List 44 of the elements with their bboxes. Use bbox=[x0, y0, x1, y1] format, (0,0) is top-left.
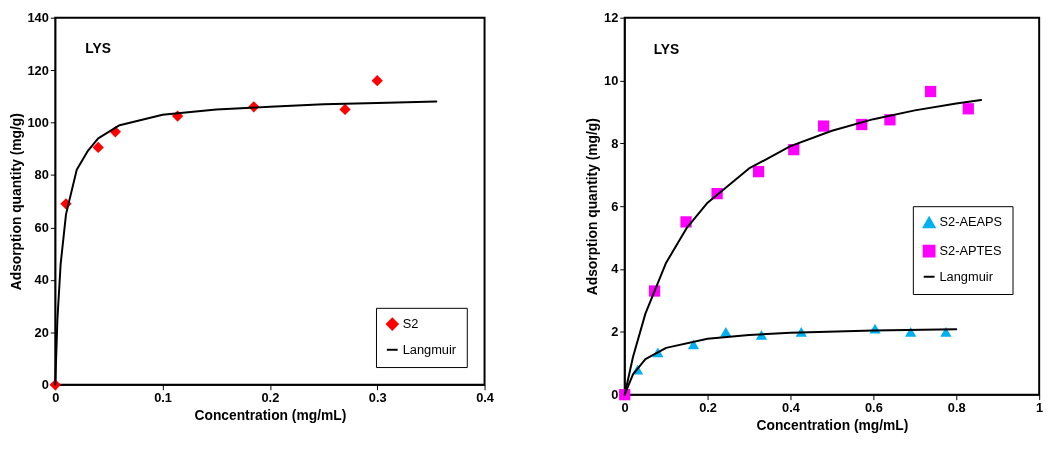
x-tick-label: 1 bbox=[1036, 399, 1044, 415]
annotation: LYS bbox=[653, 40, 680, 57]
point bbox=[924, 85, 937, 98]
y-tick-label: 140 bbox=[27, 10, 49, 26]
x-tick-label: 0.3 bbox=[368, 390, 387, 406]
y-tick-label: 12 bbox=[604, 10, 619, 26]
y-tick-label: 20 bbox=[34, 324, 49, 340]
y-tick-label: 4 bbox=[611, 261, 620, 277]
x-tick-label: 0.4 bbox=[782, 399, 801, 415]
x-tick-label: 0.6 bbox=[864, 399, 883, 415]
y-tick-label: 100 bbox=[27, 115, 49, 131]
y-axis-title: Adsorption quantity (mg/g) bbox=[584, 118, 601, 296]
y-tick-label: 80 bbox=[34, 167, 49, 183]
y-tick-label: 40 bbox=[34, 272, 49, 288]
point bbox=[752, 166, 765, 178]
x-axis-title: Concentration (mg/mL) bbox=[194, 406, 347, 423]
point bbox=[818, 120, 830, 132]
legend-label: Langmuir bbox=[402, 341, 457, 357]
point bbox=[940, 326, 952, 337]
x-tick-label: 0.1 bbox=[154, 390, 172, 406]
legend-label: S2-AEAPS bbox=[939, 214, 1003, 230]
x-tick-label: 0 bbox=[52, 390, 60, 406]
legend-label: Langmuir bbox=[939, 268, 994, 284]
y-tick-label: 2 bbox=[611, 324, 619, 340]
y-tick-label: 10 bbox=[604, 72, 619, 88]
annotation: LYS bbox=[85, 39, 111, 56]
x-tick-label: 0.8 bbox=[947, 399, 966, 415]
y-tick-label: 6 bbox=[611, 198, 619, 214]
point bbox=[339, 103, 351, 116]
point bbox=[962, 103, 974, 115]
y-tick-label: 60 bbox=[34, 219, 49, 235]
legend-label: S2-APTES bbox=[939, 243, 1002, 259]
y-tick-label: 120 bbox=[27, 62, 49, 78]
x-tick-label: 0.2 bbox=[261, 390, 280, 406]
y-tick-label: 0 bbox=[41, 377, 49, 393]
x-tick-label: 0.2 bbox=[699, 399, 717, 415]
y-tick-label: 8 bbox=[611, 135, 619, 151]
x-axis-title: Concentration (mg/mL) bbox=[756, 416, 909, 433]
x-tick-label: 0 bbox=[621, 399, 629, 415]
y-axis-title: Adsorption quantity (mg/g) bbox=[7, 113, 24, 291]
x-tick-label: 0.4 bbox=[476, 390, 495, 406]
point bbox=[92, 141, 104, 154]
legend-label: S2 bbox=[402, 316, 419, 332]
point bbox=[371, 75, 383, 87]
